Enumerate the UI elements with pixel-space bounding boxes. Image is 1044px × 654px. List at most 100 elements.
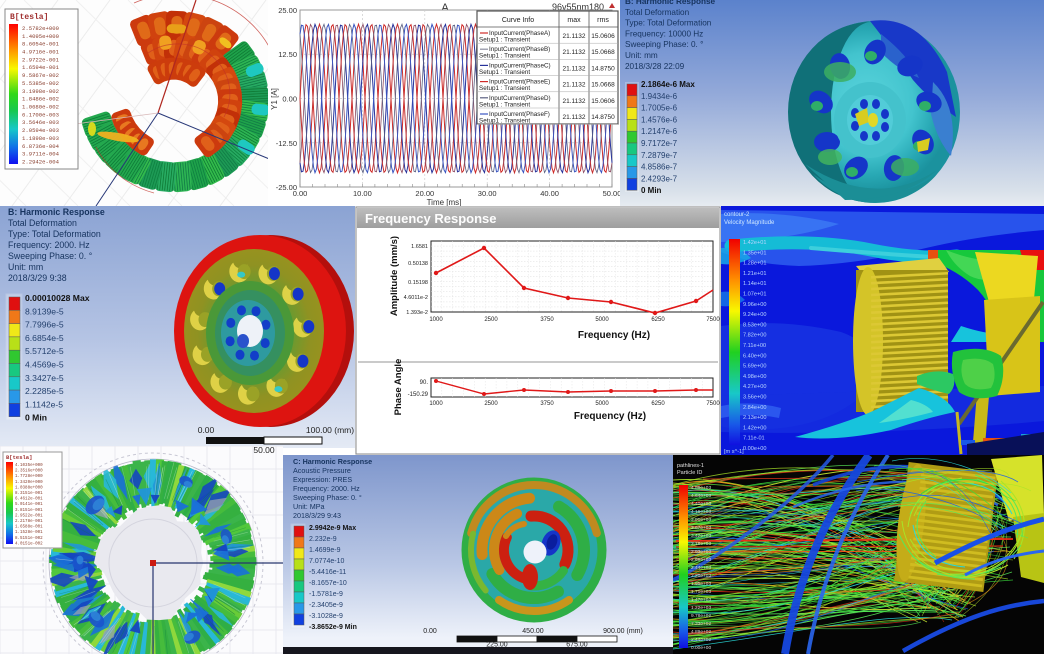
svg-text:3.5646e-003: 3.5646e-003 [22, 119, 59, 126]
svg-text:9.96e+00: 9.96e+00 [743, 302, 767, 308]
svg-text:Frequency (Hz): Frequency (Hz) [574, 411, 646, 422]
svg-text:21.1132: 21.1132 [562, 65, 585, 72]
svg-text:15.0668: 15.0668 [591, 49, 615, 56]
svg-text:4.1035e+000: 4.1035e+000 [15, 464, 43, 468]
svg-text:2500: 2500 [484, 401, 498, 407]
svg-text:Setup1 : Transient: Setup1 : Transient [479, 69, 530, 76]
svg-text:4.40e+03: 4.40e+03 [691, 501, 711, 507]
svg-text:1.393e-2: 1.393e-2 [406, 310, 428, 316]
svg-text:5000: 5000 [595, 401, 609, 407]
svg-text:15.0606: 15.0606 [591, 98, 615, 105]
svg-text:7.82e+00: 7.82e+00 [743, 333, 767, 339]
svg-text:[m s^-1]: [m s^-1] [724, 449, 744, 455]
svg-text:96v55nm180: 96v55nm180 [552, 2, 604, 12]
svg-text:-8.1657e-10: -8.1657e-10 [309, 580, 347, 587]
svg-text:5.5712e-5: 5.5712e-5 [25, 346, 64, 356]
svg-text:100.00 (mm): 100.00 (mm) [306, 425, 354, 435]
svg-text:8.5151e-002: 8.5151e-002 [15, 537, 43, 541]
svg-text:1.71e+03: 1.71e+03 [691, 589, 711, 595]
svg-text:14.8750: 14.8750 [591, 114, 615, 121]
svg-text:2.44e+03: 2.44e+03 [691, 565, 711, 571]
svg-text:C: Harmonic Response: C: Harmonic Response [293, 457, 372, 466]
svg-text:0.15198: 0.15198 [408, 280, 428, 286]
svg-text:9.7172e-7: 9.7172e-7 [641, 139, 678, 148]
svg-text:90.: 90. [420, 380, 429, 386]
svg-text:900.00 (mm): 900.00 (mm) [603, 628, 643, 635]
svg-text:Type: Total Deformation: Type: Total Deformation [8, 229, 101, 239]
svg-text:21.1132: 21.1132 [562, 82, 585, 89]
svg-text:6.6854e-5: 6.6854e-5 [25, 333, 64, 343]
svg-text:3.3427e-5: 3.3427e-5 [25, 373, 64, 383]
svg-text:1.1142e-5: 1.1142e-5 [25, 399, 63, 409]
svg-text:2.2178e-001: 2.2178e-001 [15, 520, 43, 524]
svg-text:Setup1 : Transient: Setup1 : Transient [479, 118, 530, 125]
svg-text:InputCurrent(PhaseF): InputCurrent(PhaseF) [489, 111, 550, 118]
svg-text:Setup1 : Transient: Setup1 : Transient [479, 101, 530, 108]
svg-text:2.1864e-6 Max: 2.1864e-6 Max [641, 80, 695, 89]
svg-text:2018/3/29 9:43: 2018/3/29 9:43 [293, 511, 341, 520]
svg-text:-3.8652e-9 Min: -3.8652e-9 Min [309, 624, 357, 631]
svg-text:7.11e+00: 7.11e+00 [743, 343, 766, 349]
svg-text:21.1132: 21.1132 [562, 98, 585, 105]
svg-text:2.9942e-9 Max: 2.9942e-9 Max [309, 525, 356, 532]
svg-text:0.00: 0.00 [282, 95, 297, 104]
svg-text:Frequency: 2000. Hz: Frequency: 2000. Hz [293, 484, 360, 493]
svg-text:21.1132: 21.1132 [562, 114, 585, 121]
svg-text:6.40e+00: 6.40e+00 [743, 353, 767, 359]
svg-text:0 Min: 0 Min [25, 413, 47, 423]
svg-text:25.00: 25.00 [278, 6, 297, 15]
svg-text:Frequency (Hz): Frequency (Hz) [578, 330, 650, 341]
svg-text:1000: 1000 [429, 401, 443, 407]
svg-text:7500: 7500 [706, 317, 720, 323]
svg-text:20.00: 20.00 [415, 189, 434, 198]
svg-text:2018/3/29 9:38: 2018/3/29 9:38 [8, 273, 67, 283]
svg-text:1.0388e+000: 1.0388e+000 [15, 486, 43, 490]
svg-text:1.42e+01: 1.42e+01 [743, 240, 767, 246]
svg-text:2.5782e+000: 2.5782e+000 [22, 25, 60, 32]
svg-text:Sweeping Phase: 0. °: Sweeping Phase: 0. ° [8, 251, 92, 261]
svg-text:1.9434e-6: 1.9434e-6 [641, 92, 678, 101]
svg-text:5.0141e-001: 5.0141e-001 [15, 503, 43, 507]
svg-text:Sweeping Phase: 0. °: Sweeping Phase: 0. ° [625, 40, 703, 49]
svg-text:0.00: 0.00 [293, 189, 308, 198]
svg-text:1.6588e-001: 1.6588e-001 [15, 526, 43, 530]
svg-text:Expression: PRES: Expression: PRES [293, 475, 352, 484]
svg-text:2.44e+02: 2.44e+02 [691, 637, 711, 643]
svg-text:1.6594e-001: 1.6594e-001 [22, 64, 60, 71]
svg-text:50.00: 50.00 [603, 189, 620, 198]
svg-text:Sweeping Phase: 0. °: Sweeping Phase: 0. ° [293, 493, 362, 502]
svg-text:Frequency Response: Frequency Response [365, 211, 497, 226]
svg-text:-25.00: -25.00 [276, 183, 297, 192]
svg-text:1.2147e-6: 1.2147e-6 [641, 127, 678, 136]
svg-text:2.3516e+000: 2.3516e+000 [15, 470, 43, 474]
svg-text:8.9139e-5: 8.9139e-5 [25, 306, 64, 316]
svg-text:1.07e+01: 1.07e+01 [743, 292, 767, 298]
svg-text:7.33e+02: 7.33e+02 [691, 621, 711, 627]
svg-text:3.18e+03: 3.18e+03 [691, 541, 711, 547]
svg-text:6.1700e-003: 6.1700e-003 [22, 111, 59, 118]
svg-text:15.0668: 15.0668 [591, 82, 615, 89]
svg-text:2500: 2500 [484, 317, 498, 323]
svg-text:9.24e+00: 9.24e+00 [743, 312, 767, 318]
svg-text:0.00: 0.00 [423, 628, 437, 635]
svg-text:1.4576e-6: 1.4576e-6 [641, 115, 678, 124]
svg-text:B[tesla]: B[tesla] [6, 454, 32, 461]
svg-text:6250: 6250 [651, 401, 665, 407]
svg-text:450.00: 450.00 [522, 628, 544, 635]
svg-text:contour-2: contour-2 [724, 212, 750, 218]
svg-text:4.98e+00: 4.98e+00 [743, 374, 767, 380]
svg-text:675.00: 675.00 [566, 642, 588, 649]
svg-text:1.4699e-9: 1.4699e-9 [309, 547, 341, 554]
svg-text:1.22e+03: 1.22e+03 [691, 605, 711, 611]
svg-text:3750: 3750 [540, 317, 554, 323]
svg-text:9.78e+02: 9.78e+02 [691, 613, 711, 619]
svg-text:30.00: 30.00 [478, 189, 497, 198]
svg-text:7.7996e-5: 7.7996e-5 [25, 320, 64, 330]
svg-text:0.00010028 Max: 0.00010028 Max [25, 293, 90, 303]
svg-text:2.232e-9: 2.232e-9 [309, 536, 337, 543]
svg-text:1.6581: 1.6581 [411, 244, 428, 250]
svg-text:4.8586e-7: 4.8586e-7 [641, 163, 678, 172]
svg-text:max: max [567, 17, 581, 24]
svg-text:Type: Total Deformation: Type: Total Deformation [625, 19, 712, 28]
svg-text:1.8486e-002: 1.8486e-002 [22, 96, 59, 103]
